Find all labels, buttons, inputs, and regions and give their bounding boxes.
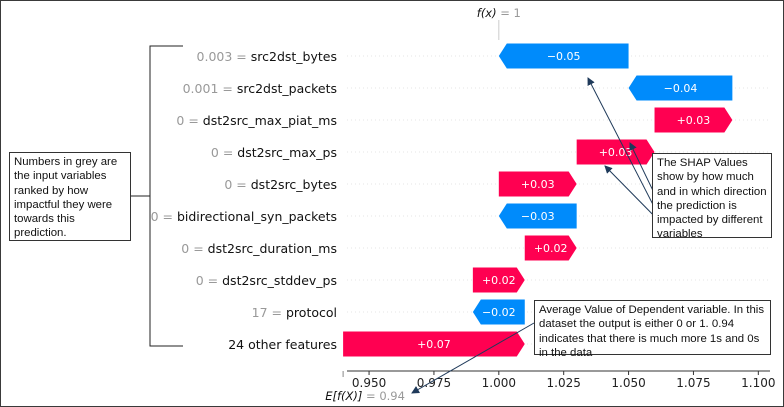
left-note-text: Numbers in grey are the input variables … [14, 156, 118, 240]
x-tick-label: 1.050 [611, 376, 645, 390]
shap-value-label: +0.02 [482, 274, 516, 287]
feature-label: 0 = dst2src_max_ps [211, 145, 337, 160]
feature-label: 0 = dst2src_bytes [224, 177, 337, 192]
feature-value: 0 = [196, 273, 222, 288]
shap-value-label: −0.02 [482, 306, 516, 319]
x-tick-label: 0.950 [352, 376, 386, 390]
feature-value: 17 = [252, 305, 286, 320]
base-value-text: E[f(X)] = 0.94 [325, 389, 405, 403]
feature-label: 17 = protocol [252, 305, 337, 320]
feature-name: dst2src_max_ps [237, 145, 337, 160]
feature-name: 24 other features [228, 337, 337, 352]
shap-value-label: −0.05 [547, 50, 581, 63]
shap-value-label: −0.04 [664, 82, 698, 95]
right-note-text: The SHAP Values show by how much and in … [657, 157, 767, 241]
feature-value: 0 = [181, 241, 207, 256]
feature-name: dst2src_duration_ms [208, 241, 337, 256]
feature-name: bidirectional_syn_packets [177, 209, 337, 224]
shap-value-label: +0.03 [677, 114, 711, 127]
shap-value-label: −0.03 [521, 210, 555, 223]
feature-label: 0.001 = src2dst_packets [183, 81, 337, 96]
shap-value-label: +0.03 [521, 178, 555, 191]
bottom-note-text: Average Value of Dependent variable. In … [539, 304, 765, 359]
feature-name: dst2src_max_piat_ms [203, 113, 337, 128]
base-number: = 0.94 [362, 389, 405, 403]
feature-label: 0.003 = src2dst_bytes [197, 49, 337, 64]
feature-label: 0 = bidirectional_syn_packets [151, 209, 337, 224]
shap-bar [472, 267, 525, 293]
output-value-text: f(x) = 1 [477, 6, 521, 20]
shap-value-label: +0.02 [534, 242, 568, 255]
base-symbol: E[f(X)] [325, 389, 362, 403]
shap-bar [498, 203, 577, 229]
feature-value: 0 = [151, 209, 177, 224]
bottom-note-box: Average Value of Dependent variable. In … [534, 300, 771, 359]
feature-name: protocol [286, 305, 337, 320]
shap-bar [498, 171, 577, 197]
output-value-label: f(x) = 1 [477, 6, 521, 20]
output-number: = 1 [497, 6, 521, 20]
feature-name: dst2src_stddev_ps [222, 273, 337, 288]
feature-value: 0 = [176, 113, 202, 128]
shap-bar [472, 299, 525, 325]
feature-labels-layer: 0.003 = src2dst_bytes 0.001 = src2dst_pac… [131, 45, 337, 352]
feature-value: 0 = [211, 145, 237, 160]
feature-label: 0 = dst2src_duration_ms [181, 241, 337, 256]
x-tick-label: 1.025 [547, 376, 581, 390]
x-tick-label: 1.100 [741, 376, 775, 390]
feature-value: 0.001 = [183, 81, 237, 96]
shap-bar [343, 331, 525, 357]
right-note-box: The SHAP Values show by how much and in … [652, 153, 772, 241]
feature-name: dst2src_bytes [251, 177, 337, 192]
shap-value-label: +0.03 [599, 146, 633, 159]
shap-bar [654, 107, 733, 133]
x-axis: 0.950 0.975 1.000 1.025 1.050 1.075 1.100 [342, 370, 776, 390]
shap-bar [524, 235, 577, 261]
shap-bar [498, 43, 629, 69]
shap-value-label: +0.07 [417, 338, 451, 351]
feature-bracket [131, 45, 183, 347]
feature-label: 0 = dst2src_max_piat_ms [176, 113, 337, 128]
feature-label: 24 other features [228, 337, 337, 352]
feature-name: src2dst_bytes [251, 49, 337, 64]
feature-name: src2dst_packets [237, 81, 337, 96]
x-tick-label: 1.000 [482, 376, 516, 390]
feature-label: 0 = dst2src_stddev_ps [196, 273, 337, 288]
output-symbol: f(x) [477, 6, 497, 20]
bars-layer: −0.05 −0.04 +0.03 +0.03 +0.03 −0.03 +0.02 +0.02… [343, 43, 733, 357]
shap-bar [628, 75, 733, 101]
base-value-label: E[f(X)] = 0.94 [325, 389, 405, 403]
feature-value: 0 = [224, 177, 250, 192]
x-tick-label: 1.075 [676, 376, 710, 390]
annotation-arrow [411, 322, 535, 394]
left-note-box: Numbers in grey are the input variables … [9, 152, 131, 241]
x-tick-label: 0.975 [417, 376, 451, 390]
feature-value: 0.003 = [197, 49, 251, 64]
